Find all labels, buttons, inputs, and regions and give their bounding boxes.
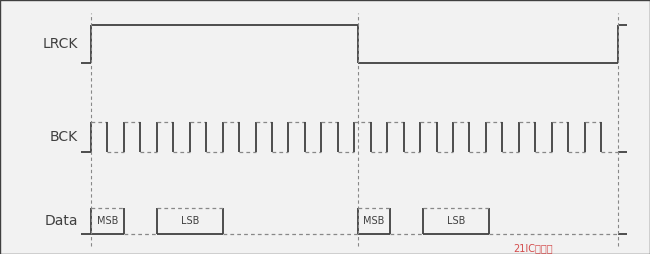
Text: MSB: MSB [97, 216, 118, 226]
Text: LSB: LSB [447, 216, 465, 226]
Text: LRCK: LRCK [43, 37, 78, 52]
Text: 21IC电子网: 21IC电子网 [514, 243, 552, 253]
Text: LSB: LSB [181, 216, 199, 226]
Text: MSB: MSB [363, 216, 385, 226]
Text: Data: Data [44, 214, 78, 228]
Text: BCK: BCK [50, 130, 78, 144]
